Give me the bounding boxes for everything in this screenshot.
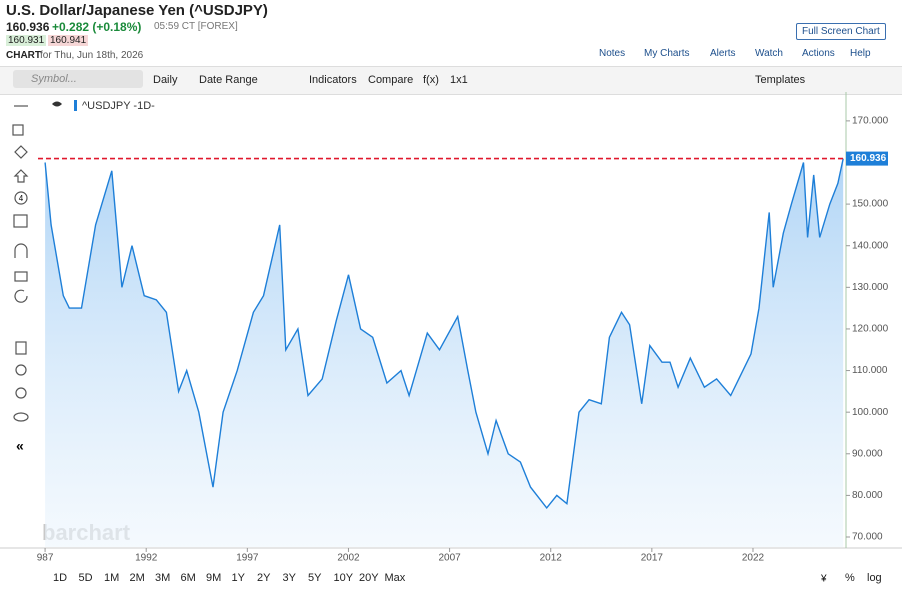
legend-label: ^USDJPY -1D- bbox=[82, 100, 155, 112]
range-button[interactable]: 2M bbox=[129, 572, 145, 584]
last-price: 160.936 bbox=[6, 20, 50, 34]
change: +0.282 (+0.18%) bbox=[52, 20, 142, 34]
x-tick-label: 2012 bbox=[540, 553, 563, 564]
range-button[interactable]: 10Y bbox=[333, 572, 354, 584]
price-line bbox=[44, 158, 844, 510]
symbol-search[interactable]: Symbol... bbox=[13, 70, 143, 88]
y-tick-label: 140.000 bbox=[852, 240, 889, 251]
range-button[interactable]: 2Y bbox=[257, 572, 271, 584]
x-tick-label: 987 bbox=[37, 553, 54, 564]
range-button[interactable]: 3M bbox=[155, 572, 171, 584]
toolbar-item[interactable]: f(x) bbox=[423, 74, 439, 86]
x-tick-label: 1992 bbox=[135, 553, 158, 564]
toolbar-item[interactable]: 1x1 bbox=[450, 74, 468, 86]
header-link[interactable]: Actions bbox=[802, 48, 835, 59]
range-button[interactable]: 5Y bbox=[308, 572, 322, 584]
y-tick-label: 100.000 bbox=[852, 407, 889, 418]
toolbar-item[interactable]: Daily bbox=[153, 74, 178, 86]
y-tick-label: 70.000 bbox=[852, 532, 883, 543]
time: 05:59 CT [FOREX] bbox=[154, 21, 238, 32]
x-tick-label: 2007 bbox=[438, 553, 461, 564]
bid: 160.931 bbox=[6, 35, 47, 46]
x-tick-label: 1997 bbox=[236, 553, 259, 564]
x-tick-label: 2002 bbox=[337, 553, 360, 564]
range-button[interactable]: 1D bbox=[53, 572, 68, 584]
range-button[interactable]: 3Y bbox=[282, 572, 296, 584]
range-button[interactable]: 20Y bbox=[359, 572, 379, 584]
range-button[interactable]: 1Y bbox=[231, 572, 245, 584]
range-button[interactable]: 9M bbox=[206, 572, 222, 584]
eye-icon[interactable] bbox=[52, 101, 62, 107]
legend-swatch bbox=[74, 100, 77, 111]
scale-button[interactable]: % bbox=[845, 572, 855, 584]
templates-button[interactable]: Templates bbox=[755, 74, 806, 86]
range-button[interactable]: 5D bbox=[78, 572, 93, 584]
header-link[interactable]: Watch bbox=[755, 48, 783, 59]
last-price-label: 160.936 bbox=[850, 153, 887, 164]
toolbar-item[interactable]: Indicators bbox=[309, 74, 357, 86]
header-link[interactable]: My Charts bbox=[644, 48, 690, 59]
chevron[interactable]: ¥ bbox=[820, 574, 827, 585]
x-tick-label: 2022 bbox=[742, 553, 765, 564]
area-fill bbox=[45, 158, 844, 547]
y-tick-label: 120.000 bbox=[852, 324, 889, 335]
toolbar-item[interactable]: Date Range bbox=[199, 74, 258, 86]
y-tick-label: 90.000 bbox=[852, 448, 883, 459]
header-link[interactable]: Notes bbox=[599, 48, 626, 59]
tool-number: 4 bbox=[19, 194, 24, 203]
left-toolbar bbox=[12, 105, 29, 422]
range-button[interactable]: Max bbox=[384, 572, 406, 584]
range-button[interactable]: 1M bbox=[104, 572, 120, 584]
header-link[interactable]: Help bbox=[850, 48, 871, 59]
y-tick-label: 110.000 bbox=[852, 365, 888, 376]
y-tick-label: 130.000 bbox=[852, 282, 889, 293]
header-link[interactable]: Alerts bbox=[710, 48, 736, 59]
y-tick-label: 170.000 bbox=[852, 116, 889, 127]
chart-date: for Thu, Jun 18th, 2026 bbox=[40, 50, 144, 61]
collapse-button[interactable]: « bbox=[16, 438, 24, 454]
range-button[interactable]: 6M bbox=[180, 572, 196, 584]
y-tick-label: 80.000 bbox=[852, 490, 883, 501]
scale-button[interactable]: log bbox=[867, 572, 882, 584]
toolbar bbox=[0, 66, 902, 95]
ask: 160.941 bbox=[48, 35, 89, 46]
chart-label: CHART bbox=[6, 50, 41, 61]
toolbar-item[interactable]: Compare bbox=[368, 74, 414, 86]
full-screen-button[interactable]: Full Screen Chart bbox=[796, 23, 886, 40]
x-tick-label: 2017 bbox=[641, 553, 664, 564]
y-tick-label: 150.000 bbox=[852, 199, 889, 210]
title: U.S. Dollar/Japanese Yen (^USDJPY) bbox=[6, 2, 268, 19]
last-price-tag bbox=[846, 151, 888, 166]
